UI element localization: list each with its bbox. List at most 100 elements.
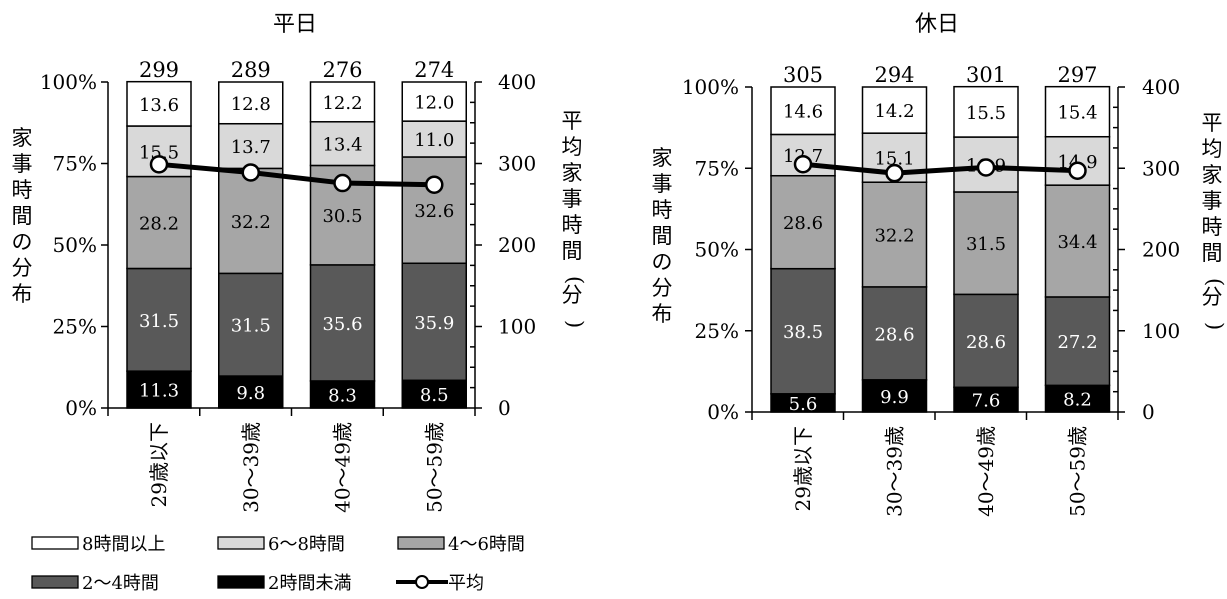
data-label: 5.6 bbox=[789, 394, 818, 415]
bar-segment bbox=[126, 175, 192, 270]
bar-segment bbox=[770, 267, 836, 395]
bar-segment bbox=[1044, 296, 1111, 387]
x-tick-label: 40〜49歳 bbox=[974, 426, 998, 517]
bar-segment bbox=[126, 370, 192, 409]
data-label: 13.7 bbox=[231, 137, 271, 158]
bar-segment bbox=[401, 81, 467, 122]
average-value-label: 294 bbox=[874, 63, 914, 87]
data-label: 15.5 bbox=[139, 142, 179, 163]
average-marker bbox=[976, 158, 996, 177]
average-marker bbox=[333, 173, 352, 193]
y2-tick-label: 100 bbox=[498, 315, 536, 339]
data-label: 28.6 bbox=[783, 213, 823, 234]
y2-axis-label: 平均家事時間(分) bbox=[1202, 111, 1227, 330]
y-axis-label: 家事時間の分布 bbox=[652, 146, 673, 326]
data-label: 8.3 bbox=[328, 385, 357, 406]
y2-axis-label: 平均家事時間(分) bbox=[562, 109, 587, 328]
data-label: 12.0 bbox=[414, 93, 454, 114]
y-tick-label: 25% bbox=[53, 315, 97, 339]
data-label: 7.6 bbox=[972, 391, 1001, 412]
data-label: 35.9 bbox=[414, 313, 454, 334]
data-label: 38.5 bbox=[783, 322, 823, 343]
data-label: 31.5 bbox=[139, 311, 179, 332]
y-tick-label: 100% bbox=[682, 75, 739, 99]
average-value-label: 274 bbox=[414, 58, 454, 82]
legend: 8時間以上 6〜8時間 4〜6時間 2〜4時間 2時間未満 平均 bbox=[31, 534, 525, 594]
data-label: 15.1 bbox=[874, 149, 914, 170]
average-line bbox=[802, 161, 1078, 176]
average-marker bbox=[149, 155, 169, 174]
y2-tick-label: 200 bbox=[498, 233, 536, 257]
data-label: 12.2 bbox=[322, 93, 362, 114]
data-label: 14.6 bbox=[783, 102, 823, 123]
y2-tick-label: 100 bbox=[1142, 319, 1180, 343]
legend-swatch bbox=[31, 575, 79, 589]
data-label: 35.6 bbox=[322, 314, 362, 335]
data-label: 34.4 bbox=[1057, 232, 1097, 253]
y-tick-label: 50% bbox=[695, 238, 739, 262]
data-label: 28.2 bbox=[139, 214, 179, 235]
bar-segment bbox=[309, 380, 376, 409]
y-tick-label: 100% bbox=[40, 70, 97, 94]
bar-segment bbox=[126, 267, 192, 372]
bar-segment bbox=[126, 80, 192, 127]
x-tick-label: 30〜39歳 bbox=[883, 426, 907, 517]
bar-segment bbox=[953, 293, 1019, 389]
y2-tick-label: 400 bbox=[1142, 75, 1180, 99]
bar-segment bbox=[218, 167, 284, 275]
bar-segment bbox=[770, 174, 836, 270]
data-label: 27.2 bbox=[1057, 332, 1097, 353]
chart-title: 休日 bbox=[915, 12, 959, 37]
data-label: 28.6 bbox=[966, 332, 1006, 353]
data-label: 28.6 bbox=[874, 324, 914, 345]
average-marker bbox=[1068, 161, 1087, 180]
data-label: 32.6 bbox=[414, 201, 454, 222]
bar-segment bbox=[218, 81, 284, 125]
x-tick-label: 40〜49歳 bbox=[331, 422, 355, 513]
y2-tick-label: 200 bbox=[1142, 238, 1180, 262]
bar-segment bbox=[1044, 384, 1111, 413]
y-tick-label: 0% bbox=[707, 400, 739, 424]
data-label: 9.9 bbox=[880, 387, 909, 408]
data-label: 13.4 bbox=[322, 135, 362, 156]
data-label: 31.5 bbox=[231, 316, 271, 337]
data-label: 8.2 bbox=[1063, 390, 1092, 411]
data-label: 11.3 bbox=[139, 381, 179, 402]
data-label: 12.8 bbox=[231, 94, 271, 115]
x-tick-label: 50〜59歳 bbox=[1066, 426, 1090, 517]
legend-marker-swatch bbox=[415, 575, 429, 589]
average-value-label: 297 bbox=[1057, 63, 1097, 87]
y2-tick-label: 400 bbox=[498, 70, 536, 94]
chart-title: 平日 bbox=[273, 12, 317, 37]
bar-segment bbox=[861, 181, 928, 288]
average-value-label: 289 bbox=[231, 58, 271, 82]
y-axis-label: 家事時間の分布 bbox=[12, 126, 33, 306]
data-label: 31.5 bbox=[966, 234, 1006, 255]
legend-label: 2時間未満 bbox=[268, 573, 351, 594]
bar-segment bbox=[218, 272, 284, 377]
average-marker bbox=[793, 154, 813, 174]
y-tick-label: 25% bbox=[695, 319, 739, 343]
bar-segment bbox=[861, 286, 928, 381]
bar-segment bbox=[861, 86, 928, 134]
bar-segment bbox=[401, 156, 467, 265]
legend-label: 8時間以上 bbox=[82, 534, 165, 555]
data-label: 15.5 bbox=[966, 103, 1006, 124]
data-label: 8.5 bbox=[420, 385, 449, 406]
x-tick-label: 29歳以下 bbox=[791, 426, 815, 511]
data-label: 30.5 bbox=[322, 206, 362, 227]
average-value-label: 299 bbox=[139, 58, 179, 82]
bar-segment bbox=[1044, 184, 1111, 298]
x-tick-label: 30〜39歳 bbox=[239, 422, 263, 513]
average-marker bbox=[241, 163, 260, 182]
legend-label: 6〜8時間 bbox=[268, 534, 345, 555]
bar-segment bbox=[770, 86, 836, 136]
y-tick-label: 75% bbox=[695, 156, 739, 180]
legend-swatch bbox=[217, 536, 265, 550]
y-tick-label: 50% bbox=[53, 233, 97, 257]
y2-tick-label: 300 bbox=[498, 152, 536, 176]
legend-swatch bbox=[31, 536, 79, 550]
